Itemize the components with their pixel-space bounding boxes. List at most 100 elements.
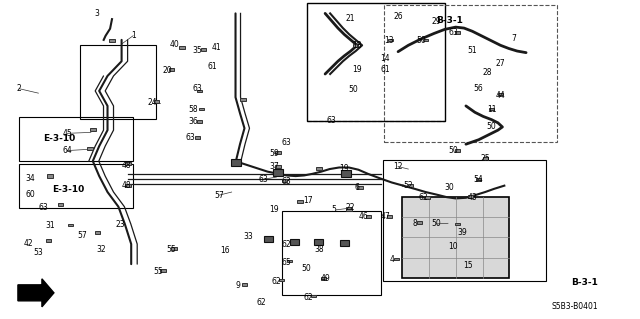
Text: 34: 34 (26, 174, 36, 182)
Text: 65: 65 (282, 258, 292, 267)
Bar (340, 240, 349, 246)
Bar (230, 159, 241, 166)
Text: 36: 36 (188, 117, 198, 126)
Text: 7: 7 (511, 34, 516, 43)
Bar (425, 196, 430, 198)
Text: 21: 21 (346, 14, 355, 23)
Text: 62: 62 (282, 241, 292, 249)
Bar (483, 158, 488, 160)
Text: 63: 63 (186, 133, 196, 142)
Text: E-3-10: E-3-10 (44, 134, 76, 143)
Bar (296, 200, 303, 203)
Text: 18: 18 (353, 41, 362, 50)
Bar (314, 239, 323, 245)
Text: 35: 35 (192, 46, 202, 55)
Bar (264, 236, 273, 242)
Text: 63: 63 (282, 138, 292, 147)
Bar (384, 5, 557, 142)
Bar (353, 44, 358, 47)
Text: 53: 53 (33, 248, 44, 257)
Text: 50: 50 (486, 122, 497, 131)
Text: 12: 12 (394, 162, 403, 171)
Bar (423, 39, 428, 41)
Text: 44: 44 (495, 91, 506, 100)
Text: 57: 57 (77, 231, 87, 240)
Text: 11: 11 (487, 105, 496, 114)
Text: 25: 25 (480, 154, 490, 163)
Text: 52: 52 (403, 181, 413, 190)
Text: 23: 23 (115, 220, 125, 229)
Text: 50: 50 (301, 264, 311, 273)
Text: 49: 49 (320, 274, 330, 283)
Bar (240, 98, 246, 101)
Bar (197, 121, 202, 123)
Text: 26: 26 (393, 12, 403, 21)
Text: 46: 46 (358, 212, 369, 221)
Bar (346, 207, 352, 211)
Text: 64: 64 (62, 146, 72, 155)
Bar (417, 221, 422, 224)
Text: 62: 62 (303, 293, 314, 302)
Text: 16: 16 (220, 246, 230, 255)
Text: 20: 20 (163, 66, 173, 75)
Bar (199, 108, 204, 110)
Bar (316, 167, 322, 170)
Bar (125, 162, 131, 165)
Text: S5B3-B0401: S5B3-B0401 (552, 302, 598, 311)
Bar (290, 240, 299, 245)
Text: 50: 50 (416, 36, 426, 45)
Bar (273, 169, 284, 176)
Text: 63: 63 (282, 177, 292, 186)
Bar (68, 224, 73, 226)
Bar (383, 160, 546, 281)
Text: 4: 4 (389, 255, 394, 263)
Bar (171, 247, 177, 250)
Bar (365, 215, 371, 218)
Bar (58, 204, 63, 206)
Bar (498, 93, 503, 95)
Text: FR.: FR. (36, 288, 53, 297)
Text: 43: 43 (467, 193, 477, 202)
Text: 62: 62 (256, 298, 266, 307)
Bar (455, 31, 460, 34)
Text: 62: 62 (271, 277, 282, 286)
Bar (321, 277, 326, 279)
Bar (242, 283, 247, 286)
Text: 50: 50 (348, 85, 358, 94)
Text: 22: 22 (346, 204, 355, 212)
Text: 37: 37 (269, 162, 279, 171)
Text: 6: 6 (355, 183, 360, 192)
Text: 62: 62 (419, 193, 429, 202)
Bar (179, 46, 186, 49)
Text: 61: 61 (380, 65, 390, 74)
Text: 10: 10 (448, 242, 458, 251)
Bar (125, 184, 131, 187)
Bar (476, 178, 481, 181)
Text: 24: 24 (147, 98, 157, 107)
Bar (489, 108, 494, 110)
Text: 59: 59 (269, 149, 279, 158)
Text: 28: 28 (483, 68, 492, 77)
Text: B-3-1: B-3-1 (436, 16, 463, 25)
Bar (19, 117, 133, 161)
Bar (95, 231, 100, 234)
Bar (394, 258, 399, 260)
Bar (47, 174, 53, 178)
Text: B-3-1: B-3-1 (572, 278, 598, 287)
Text: 63: 63 (38, 204, 49, 212)
Bar (408, 184, 413, 187)
Text: 19: 19 (352, 65, 362, 74)
Text: 2: 2 (17, 84, 22, 93)
Text: 48: 48 (122, 161, 132, 170)
Text: 61: 61 (207, 62, 218, 71)
Text: 3: 3 (95, 9, 100, 18)
Text: 27: 27 (495, 59, 506, 68)
Text: 19: 19 (269, 205, 279, 214)
Bar (282, 179, 287, 182)
Text: 63: 63 (38, 284, 49, 293)
Text: 55: 55 (154, 267, 164, 276)
Text: 1: 1 (131, 31, 136, 40)
Text: 42: 42 (24, 239, 34, 248)
Bar (45, 240, 51, 242)
Text: 14: 14 (380, 54, 390, 63)
